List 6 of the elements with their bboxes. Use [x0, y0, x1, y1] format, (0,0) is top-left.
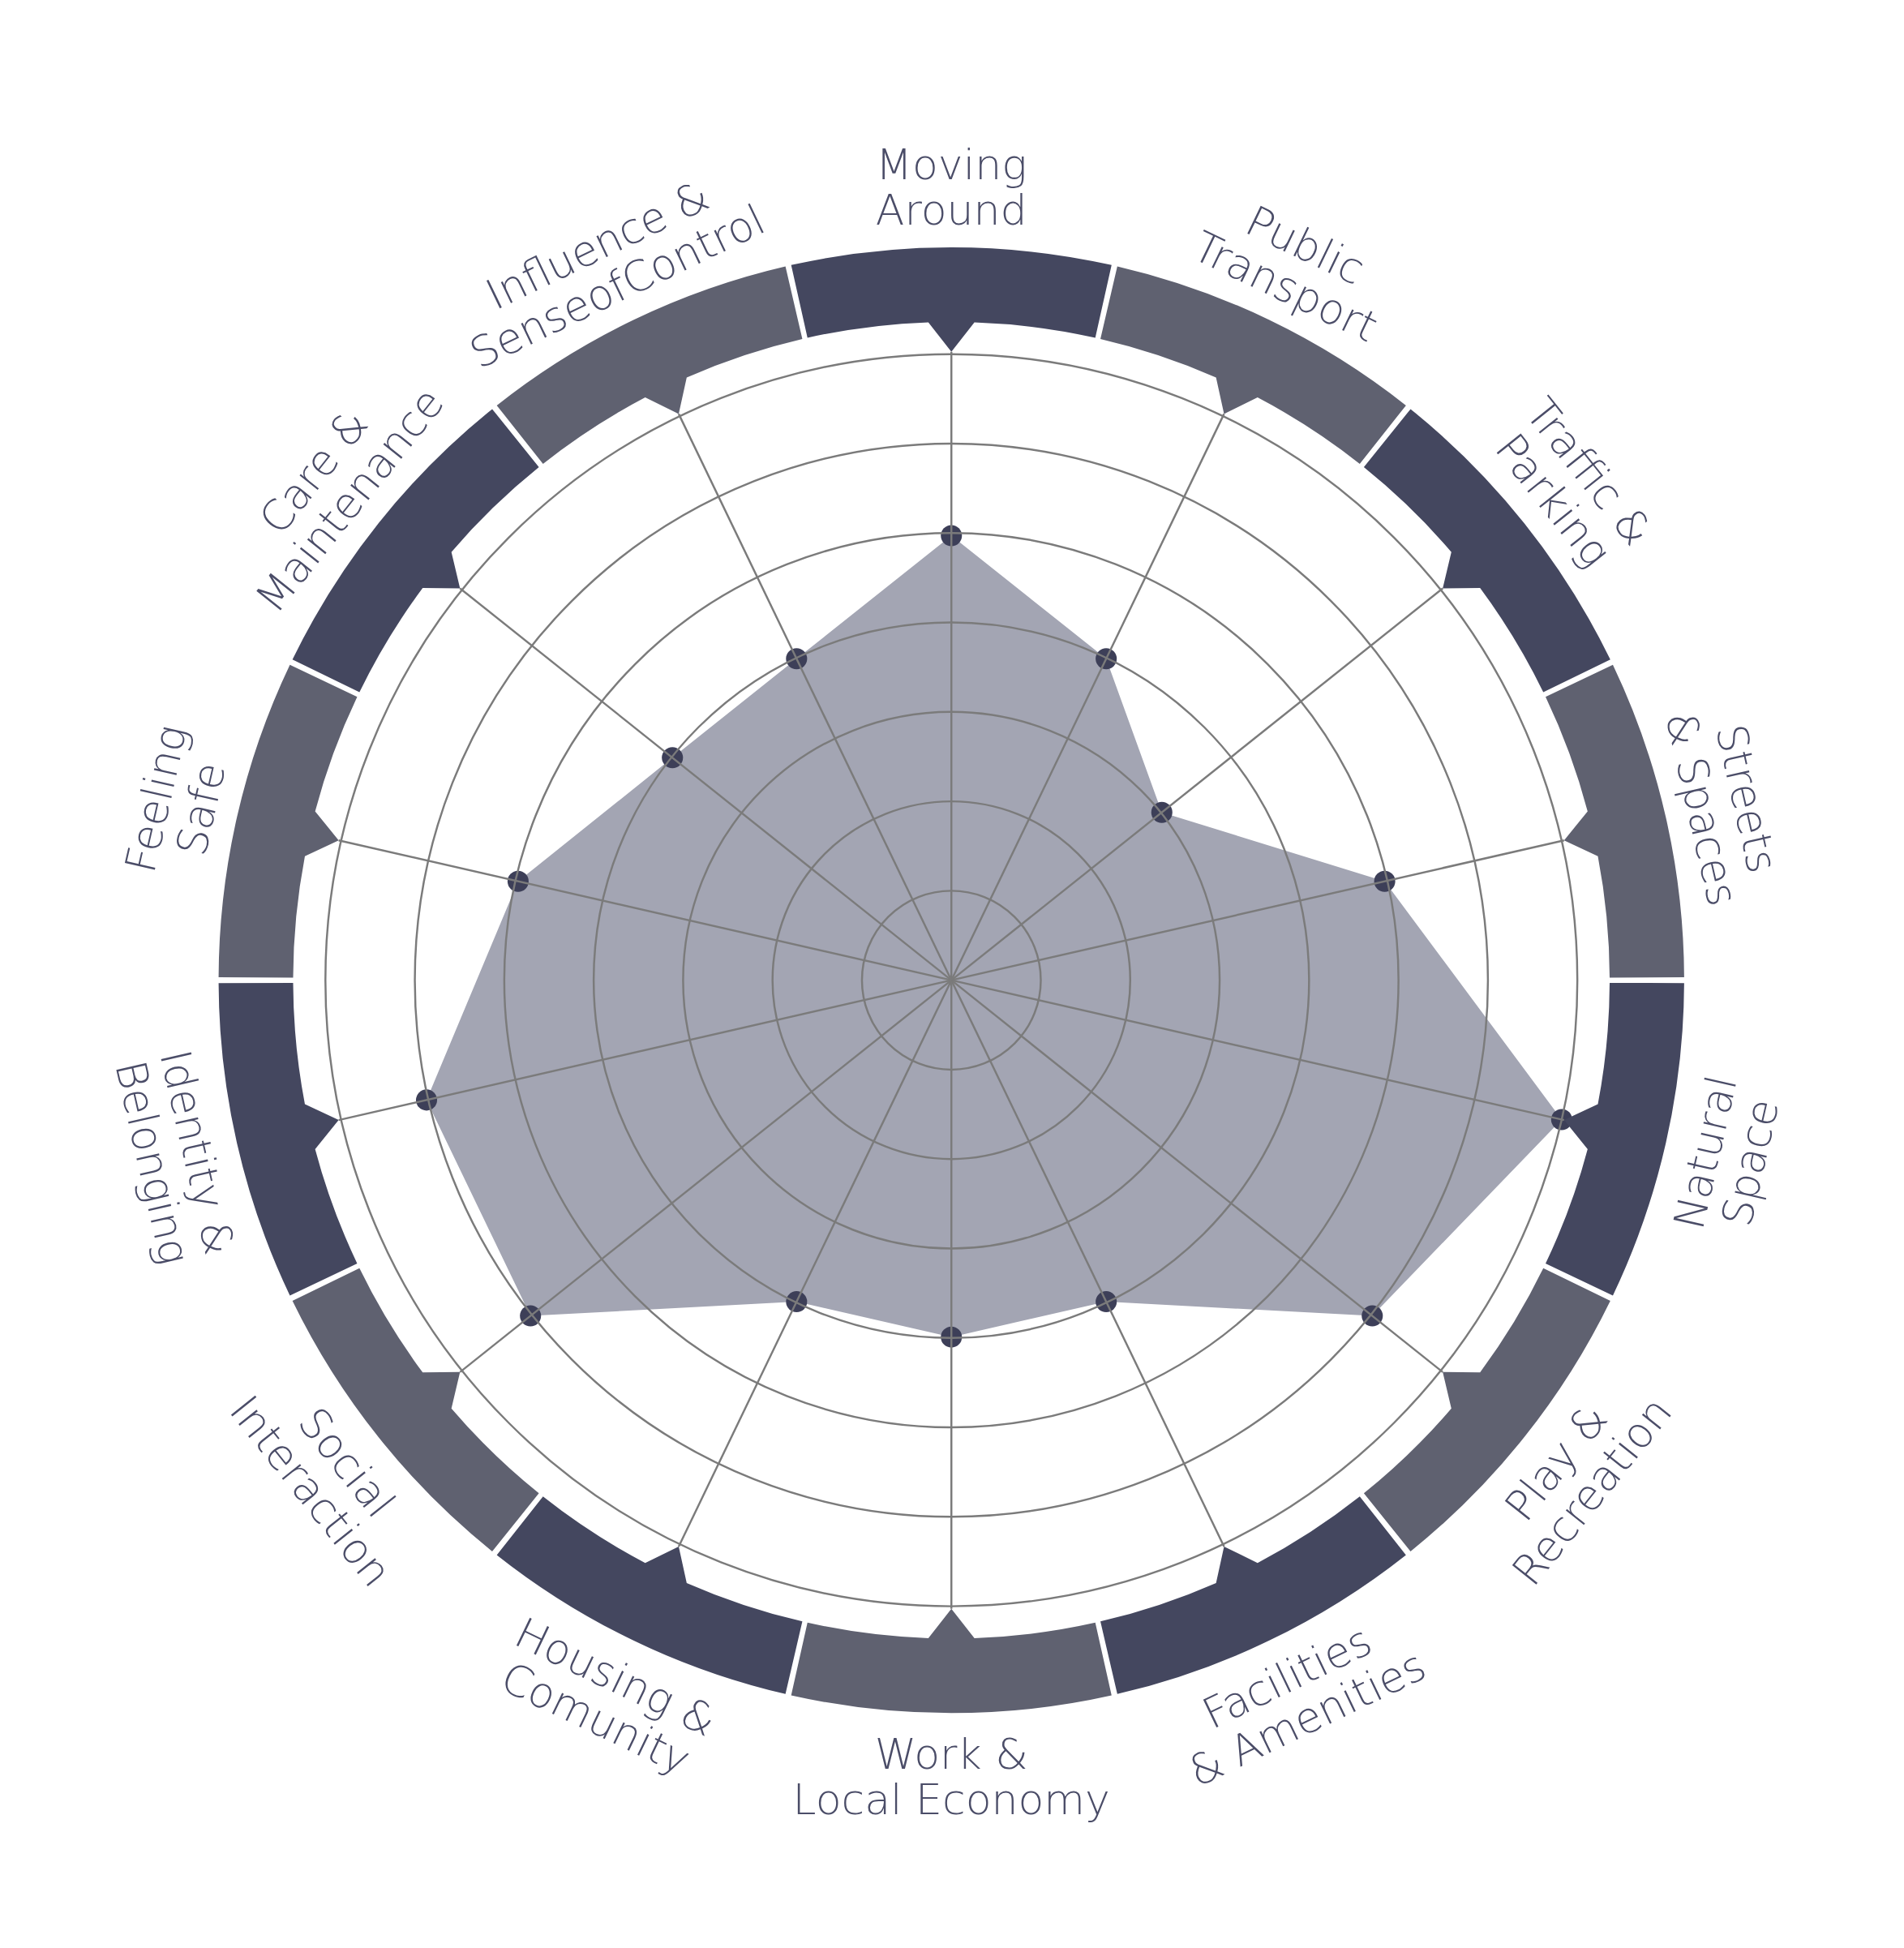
spoke-label: Identity & Belonging — [105, 1045, 245, 1269]
spoke-label: Moving Around — [875, 139, 1027, 235]
spoke-label: Work & Local Economy — [792, 1729, 1110, 1825]
spoke-label: Natural Space — [1664, 1071, 1789, 1234]
spoke-label: Feeling Safe — [115, 720, 235, 877]
spoke-label: Streets & Spaces — [1656, 707, 1787, 911]
